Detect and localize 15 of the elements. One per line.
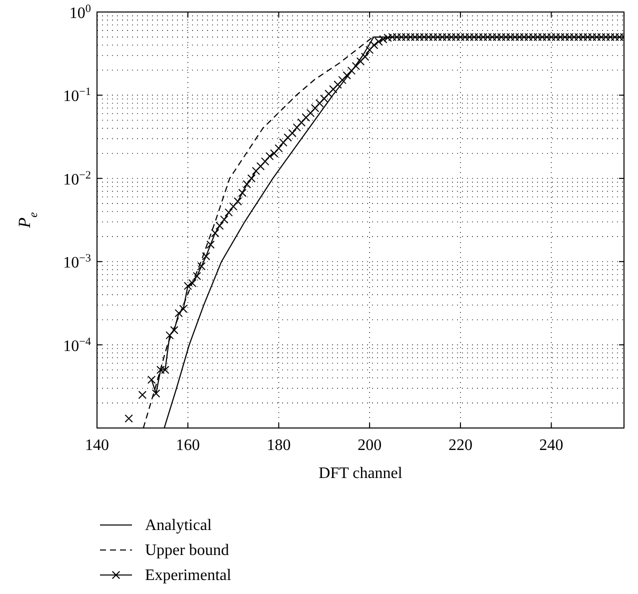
legend-label: Upper bound [145, 542, 229, 559]
x-tick-label: 240 [539, 437, 564, 454]
x-tick-label: 200 [358, 437, 382, 454]
legend-label: Analytical [145, 517, 212, 534]
legend-label: Experimental [145, 567, 232, 584]
y-tick-label: 10$^{−1}$ [63, 86, 91, 106]
y-tick-label: 10$^{−4}$ [63, 336, 92, 355]
y-tick-label: 10$^{0}$ [69, 3, 92, 22]
x-tick-label: 220 [448, 437, 472, 454]
x-tick-label: 180 [266, 437, 291, 454]
x-axis-title: DFT channel [318, 465, 403, 482]
y-tick-label: 10$^{−3}$ [63, 252, 92, 272]
x-tick-label: 160 [176, 437, 200, 454]
y-tick-label: 10$^{−2}$ [63, 169, 91, 188]
x-tick-label: 140 [85, 437, 109, 454]
